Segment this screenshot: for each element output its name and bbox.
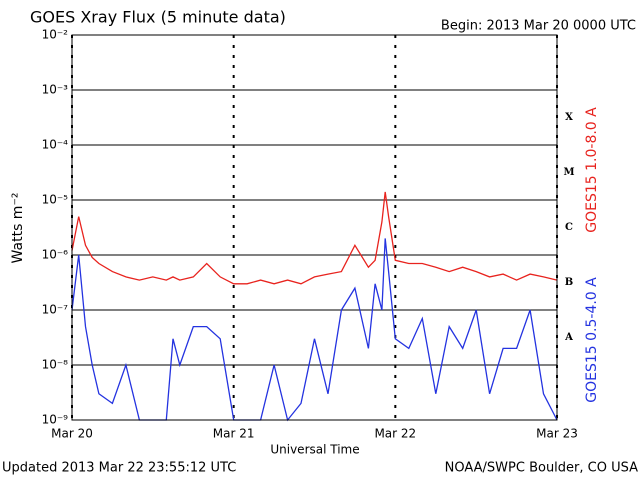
- flare-class-label: A: [564, 332, 573, 343]
- flare-class-label: X: [565, 112, 573, 123]
- y-tick-label: 10⁻⁶: [42, 248, 69, 262]
- flare-class-label: M: [563, 167, 574, 178]
- data-line: [71, 191, 558, 285]
- x-tick-label: Mar 21: [213, 427, 255, 441]
- x-tick-label: Mar 22: [374, 427, 416, 441]
- legend-entry: GOES15 1.0-8.0 A: [584, 107, 600, 233]
- y-tick-label: 10⁻⁷: [42, 303, 69, 317]
- y-tick-label: 10⁻³: [42, 83, 69, 97]
- plot-frame: [71, 34, 558, 421]
- footer-left: Updated 2013 Mar 22 23:55:12 UTC: [2, 461, 236, 476]
- x-tick-label: Mar 23: [536, 427, 578, 441]
- y-tick-label: 10⁻⁴: [42, 138, 69, 152]
- x-tick-label: Mar 20: [51, 427, 93, 441]
- chart-subtitle: Begin: 2013 Mar 20 0000 UTC: [441, 19, 636, 34]
- footer-right: NOAA/SWPC Boulder, CO USA: [445, 461, 638, 476]
- chart-title: GOES Xray Flux (5 minute data): [30, 8, 286, 27]
- flare-class-label: C: [565, 222, 573, 233]
- legend-entry: GOES15 0.5-4.0 A: [584, 277, 600, 403]
- y-tick-label: 10⁻⁵: [42, 193, 69, 207]
- x-axis-label: Universal Time: [270, 443, 359, 457]
- y-tick-label: 10⁻⁸: [42, 358, 69, 372]
- y-tick-label: 10⁻⁹: [42, 413, 69, 427]
- flare-class-label: B: [565, 277, 573, 288]
- y-axis-label: Watts m⁻²: [10, 193, 26, 264]
- y-tick-label: 10⁻²: [42, 28, 69, 42]
